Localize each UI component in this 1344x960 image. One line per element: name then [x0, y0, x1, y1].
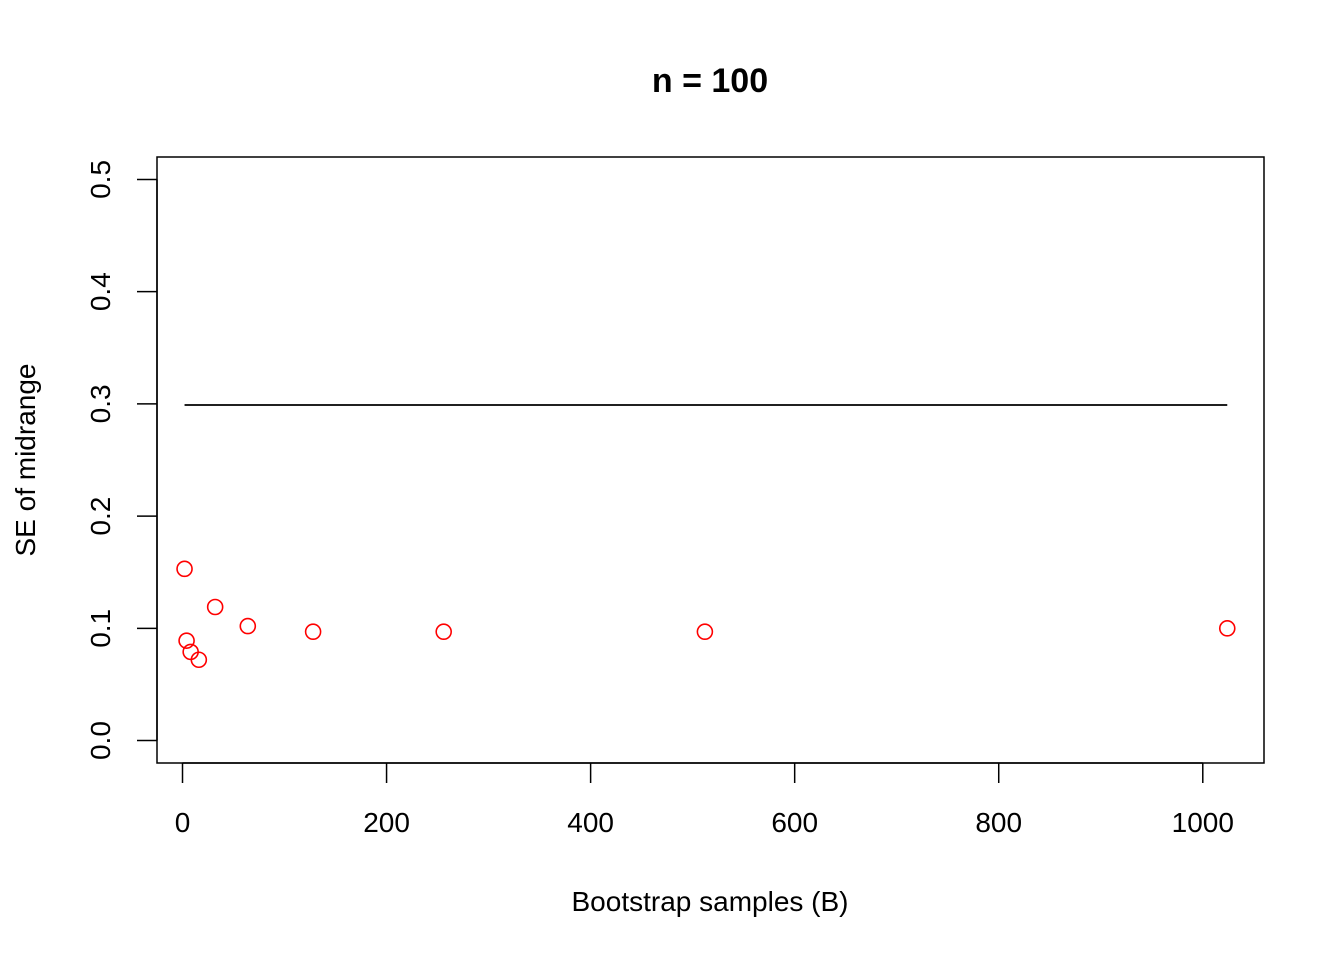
data-point	[206, 598, 224, 616]
data-point	[190, 651, 208, 669]
data-point	[178, 632, 195, 649]
x-tick-label: 1000	[1172, 807, 1234, 838]
x-axis: 0 200 400 600 800 1000	[175, 762, 1234, 838]
data-point	[176, 560, 193, 578]
x-tick-label: 200	[363, 807, 410, 838]
x-tick-label: 400	[567, 807, 614, 838]
y-tick-label: 0.3	[85, 384, 116, 423]
y-tick-label: 0.4	[85, 272, 116, 311]
chart-title: n = 100	[652, 62, 768, 100]
y-tick-label: 0.1	[85, 609, 116, 648]
plot-frame	[156, 156, 1265, 764]
y-tick-label: 0.5	[85, 160, 116, 199]
y-tick-label: 0.2	[85, 497, 116, 536]
data-point	[435, 623, 452, 641]
y-axis-label: SE of midrange	[10, 364, 41, 557]
x-axis-label: Bootstrap samples (B)	[572, 886, 849, 917]
x-tick-label: 800	[975, 807, 1022, 838]
y-tick-label: 0.0	[85, 721, 116, 760]
data-point	[696, 623, 714, 641]
series-layer	[176, 404, 1236, 669]
x-tick-label: 600	[771, 807, 818, 838]
data-point	[239, 617, 257, 635]
y-axis: 0.0 0.1 0.2 0.3 0.4 0.5	[85, 160, 158, 760]
x-tick-label: 0	[175, 807, 191, 838]
data-point	[1218, 620, 1236, 637]
data-point	[304, 623, 322, 641]
